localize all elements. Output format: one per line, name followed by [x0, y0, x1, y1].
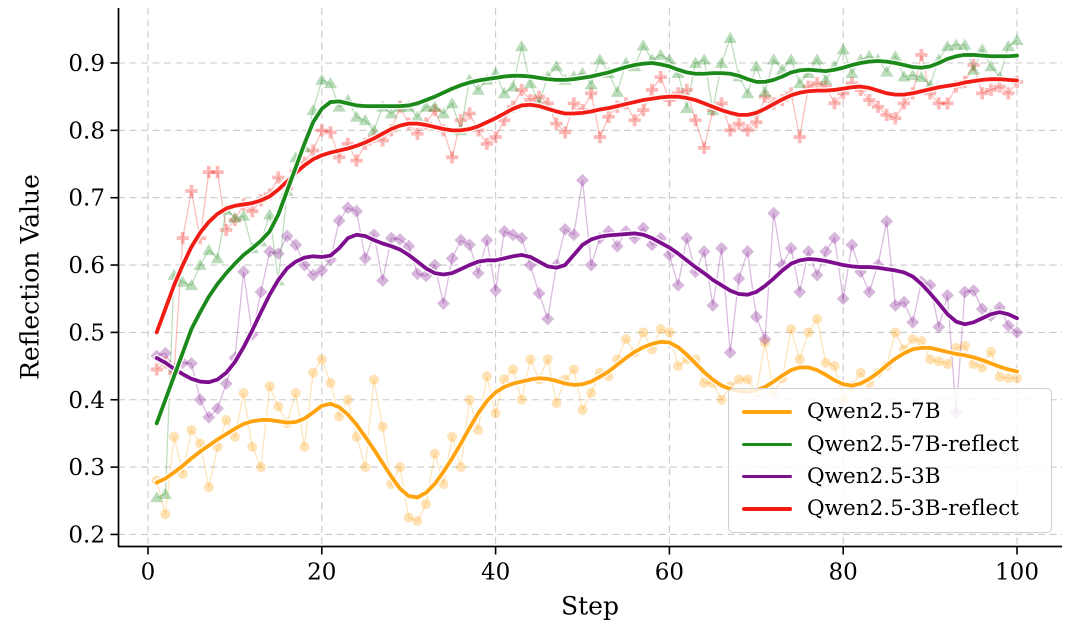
x-tick-label: 0 — [141, 560, 156, 586]
legend: Qwen2.5-7B Qwen2.5-7B-reflect Qwen2.5-3B… — [728, 388, 1052, 533]
y-tick-label: 0.5 — [68, 320, 105, 346]
legend-item-qwen25-7b-reflect: Qwen2.5-7B-reflect — [742, 434, 1043, 456]
tick-labels: 0.2 0.3 0.4 0.5 0.6 0.7 0.8 0.9 0 20 40 60 80 100 — [68, 51, 1039, 586]
x-axis-title: Step — [561, 591, 619, 621]
trend-line-Qwen2.5-3B — [153, 230, 1021, 386]
legend-label: Qwen2.5-3B — [807, 463, 941, 489]
trend-line-Qwen2.5-7B-reflect — [153, 51, 1021, 427]
legend-label: Qwen2.5-7B — [807, 399, 941, 425]
y-tick-label: 0.9 — [68, 51, 105, 77]
y-tick-label: 0.6 — [68, 253, 105, 279]
axes — [110, 8, 1062, 555]
x-tick-label: 80 — [829, 560, 858, 586]
legend-item-qwen25-3b: Qwen2.5-3B — [742, 466, 1043, 488]
legend-label: Qwen2.5-3B-reflect — [807, 496, 1019, 522]
legend-line-sample-purple — [742, 474, 792, 479]
x-tick-label: 20 — [307, 560, 336, 586]
y-tick-label: 0.3 — [68, 455, 105, 481]
legend-line-sample-green — [742, 442, 792, 447]
trend-line-Qwen2.5-3B-reflect — [153, 75, 1021, 336]
x-tick-label: 60 — [655, 560, 684, 586]
y-axis-title: Reflection Value — [15, 174, 45, 380]
legend-item-qwen25-7b: Qwen2.5-7B — [742, 401, 1043, 423]
legend-label: Qwen2.5-7B-reflect — [807, 431, 1019, 457]
x-tick-label: 100 — [995, 560, 1039, 586]
x-tick-label: 40 — [481, 560, 510, 586]
legend-item-qwen25-3b-reflect: Qwen2.5-3B-reflect — [742, 498, 1043, 520]
y-tick-label: 0.2 — [68, 522, 105, 548]
y-tick-label: 0.7 — [68, 186, 105, 212]
y-tick-label: 0.4 — [68, 388, 105, 414]
trend-line-Qwen2.5-7B — [153, 338, 1021, 501]
legend-line-sample-red — [742, 507, 792, 511]
legend-line-sample-orange — [742, 410, 792, 414]
y-tick-label: 0.8 — [68, 118, 105, 144]
